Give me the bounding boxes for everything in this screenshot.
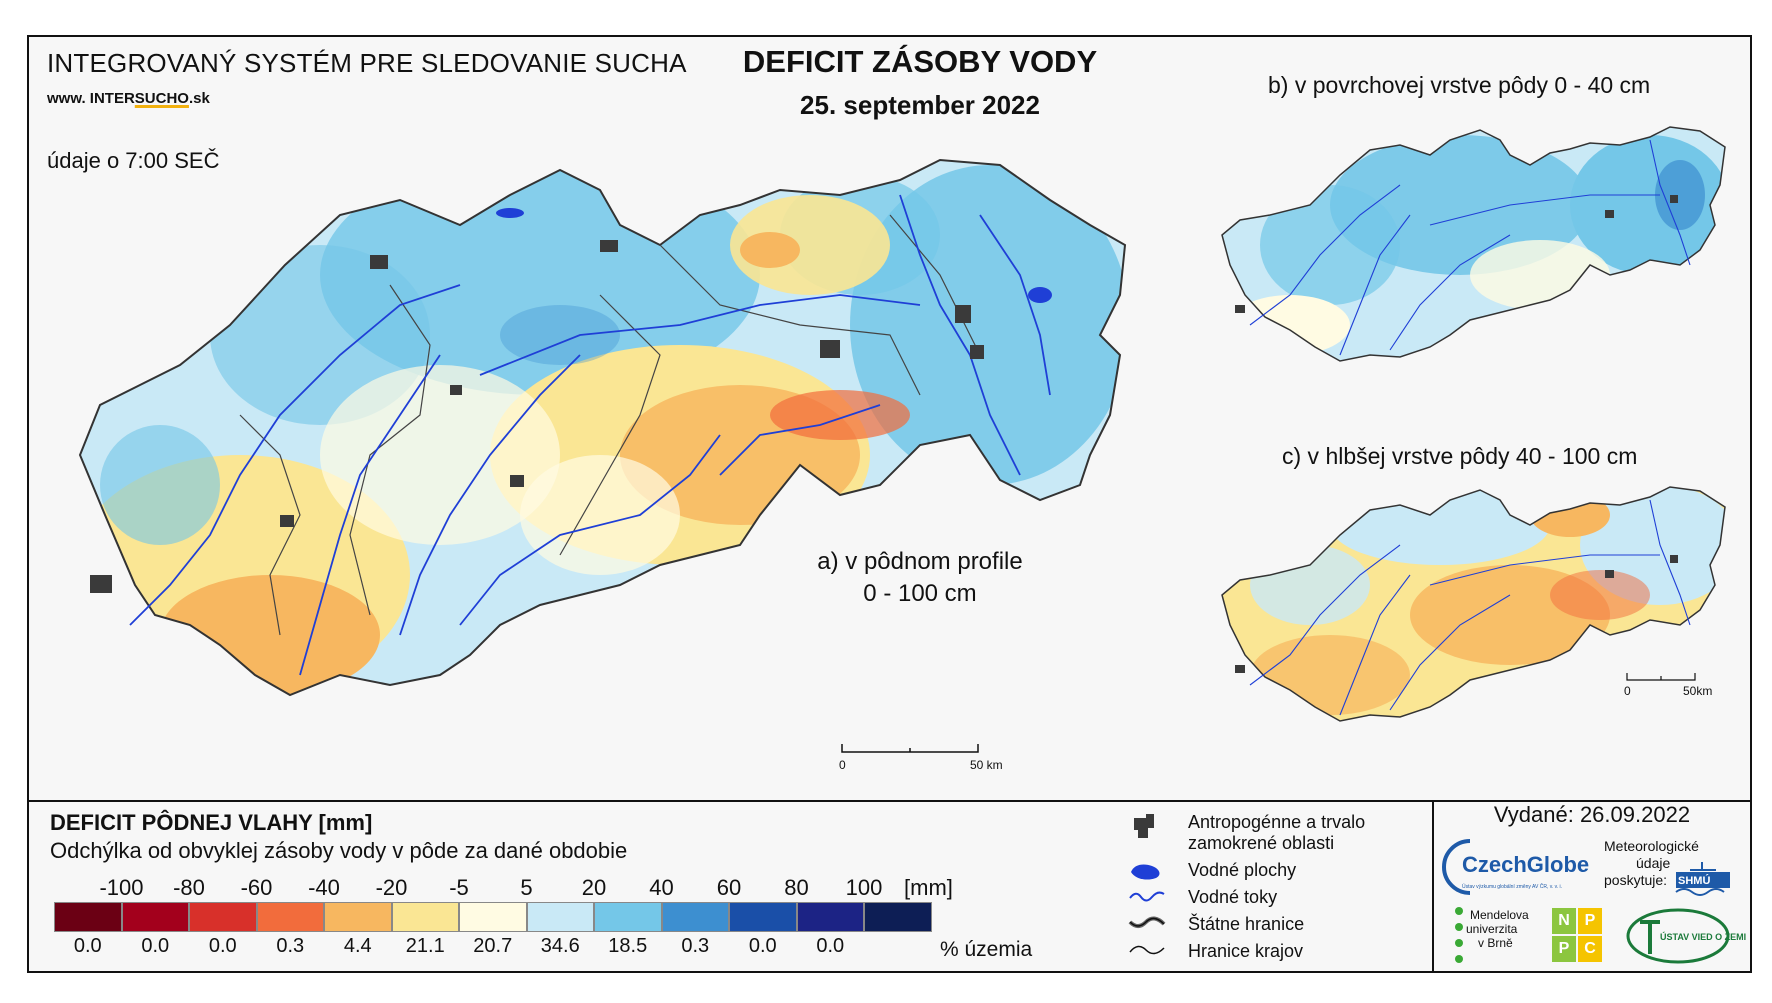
legend-tick: 5 <box>520 875 533 900</box>
colorbar-class-6 <box>459 902 527 932</box>
colorbar-class-11 <box>796 902 864 932</box>
scale-bar-main <box>841 744 979 753</box>
map-b-surface-layer <box>1221 126 1726 362</box>
percent-value: 34.6 <box>540 935 580 957</box>
nppc-letter: P <box>1552 936 1576 962</box>
uvz-text: ÚSTAV VIED O ZEMI <box>1660 932 1747 942</box>
legend-tick: 80 <box>784 875 809 900</box>
legend-subtitle: Odchýlka od obvyklej zásoby vody v pôde … <box>50 838 628 863</box>
percent-label: % územia <box>940 938 1033 961</box>
colorbar-class-1 <box>121 902 189 932</box>
mendel-line1: Mendelova <box>1470 908 1529 922</box>
scale-main-end: 50 km <box>970 758 1003 772</box>
percent-value: 21.1 <box>405 935 445 957</box>
percent-value: 0.0 <box>208 935 237 957</box>
met-data-line3: poskytuje: <box>1604 872 1668 888</box>
map-date: 25. september 2022 <box>800 90 1040 120</box>
legend-title: DEFICIT PÔDNEJ VLAHY [mm] <box>50 810 373 835</box>
colorbar-class-12 <box>864 902 932 932</box>
issued-date: Vydané: 26.09.2022 <box>1493 802 1691 827</box>
map-c-deep-layer <box>1221 486 1726 722</box>
percent-value: 0.0 <box>816 935 845 957</box>
website-suffix: .sk <box>188 90 210 107</box>
urban-area-icon <box>1134 814 1154 838</box>
system-title: INTEGROVANÝ SYSTÉM PRE SLEDOVANIE SUCHA <box>47 48 687 78</box>
percent-value: 4.4 <box>343 935 372 957</box>
region-border-icon <box>1129 945 1165 955</box>
map-title: DEFICIT ZÁSOBY VODY <box>742 44 1098 79</box>
website-highlight: SUCHO <box>134 90 189 107</box>
nppc-letter: C <box>1578 936 1602 962</box>
legend-state-border: Štátne hranice <box>1188 914 1305 934</box>
shmu-logo <box>1675 862 1730 896</box>
percent-value: 0.3 <box>681 935 710 957</box>
percent-value: 0.3 <box>276 935 305 957</box>
legend-unit: [mm] <box>904 875 953 900</box>
scale-small-zero: 0 <box>1624 684 1631 698</box>
legend-urban-line1: Antropogénne a trvalo <box>1188 812 1366 832</box>
map-a-label: a) v pôdnom profile <box>817 548 1023 575</box>
colorbar-class-3 <box>256 902 324 932</box>
legend-tick: 100 <box>845 875 883 900</box>
water-body-icon <box>1131 864 1160 880</box>
legend-urban-line2: zamokrené oblasti <box>1188 833 1335 853</box>
data-time: údaje o 7:00 SEČ <box>47 148 220 173</box>
percent-value: 18.5 <box>608 935 648 957</box>
map-a-depth: 0 - 100 cm <box>863 580 977 607</box>
legend-tick: -100 <box>99 875 144 900</box>
percent-value: 0.0 <box>748 935 777 957</box>
legend-tick: -40 <box>308 875 340 900</box>
colorbar-class-2 <box>189 902 257 932</box>
mendel-line2: univerzita <box>1466 922 1518 936</box>
czechglobe-logo <box>1442 839 1471 895</box>
uvz-logo <box>1626 908 1730 964</box>
czechglobe-subtitle: Ústav výzkumu globální změny AV ČR, v. v… <box>1462 884 1563 890</box>
website-link[interactable]: www. INTERSUCHO.sk <box>47 90 210 107</box>
colorbar-class-5 <box>391 902 459 932</box>
nppc-letter: N <box>1552 908 1576 934</box>
website-prefix: www. INTER <box>47 90 135 107</box>
mendel-logo-dots <box>1455 907 1463 963</box>
map-a-total-profile <box>78 158 1127 697</box>
colorbar-class-4 <box>324 902 392 932</box>
colorbar-class-10 <box>729 902 797 932</box>
legend-region-border: Hranice krajov <box>1188 941 1304 961</box>
colorbar-class-7 <box>526 902 594 932</box>
scale-small-end: 50km <box>1683 684 1713 698</box>
czechglobe-name: CzechGlobe <box>1462 852 1590 877</box>
legend-tick: -5 <box>449 875 469 900</box>
state-border-icon <box>1128 916 1166 928</box>
met-data-line2: údaje <box>1636 855 1671 871</box>
legend-water-bodies: Vodné plochy <box>1188 860 1297 880</box>
scale-bar-small <box>1626 673 1696 681</box>
legend-tick: -60 <box>240 875 273 900</box>
met-data-line1: Meteorologické <box>1604 838 1699 854</box>
colorbar-class-9 <box>661 902 729 932</box>
nppc-letter: P <box>1578 908 1602 934</box>
colorbar-class-8 <box>594 902 662 932</box>
legend-colorbar <box>54 902 932 932</box>
percent-value: 0.0 <box>73 935 102 957</box>
legend-tick: 60 <box>716 875 742 900</box>
shmu-text: SHMÚ <box>1678 875 1711 887</box>
scale-main-zero: 0 <box>839 758 846 772</box>
mendel-line3: v Brně <box>1478 936 1513 950</box>
percent-value: 0.0 <box>141 935 170 957</box>
legend-tick: -80 <box>173 875 205 900</box>
colorbar-class-0 <box>54 902 122 932</box>
river-icon <box>1129 891 1165 902</box>
map-c-label: c) v hlbšej vrstve pôdy 40 - 100 cm <box>1282 443 1638 469</box>
legend-tick: 40 <box>649 875 674 900</box>
footer-divider <box>1432 800 1434 973</box>
map-b-label: b) v povrchovej vrstve pôdy 0 - 40 cm <box>1268 72 1651 98</box>
legend-divider <box>27 800 1752 802</box>
legend-tick: 20 <box>581 875 607 900</box>
legend-rivers: Vodné toky <box>1188 887 1278 907</box>
legend-tick: -20 <box>375 875 408 900</box>
percent-value: 20.7 <box>473 935 513 957</box>
